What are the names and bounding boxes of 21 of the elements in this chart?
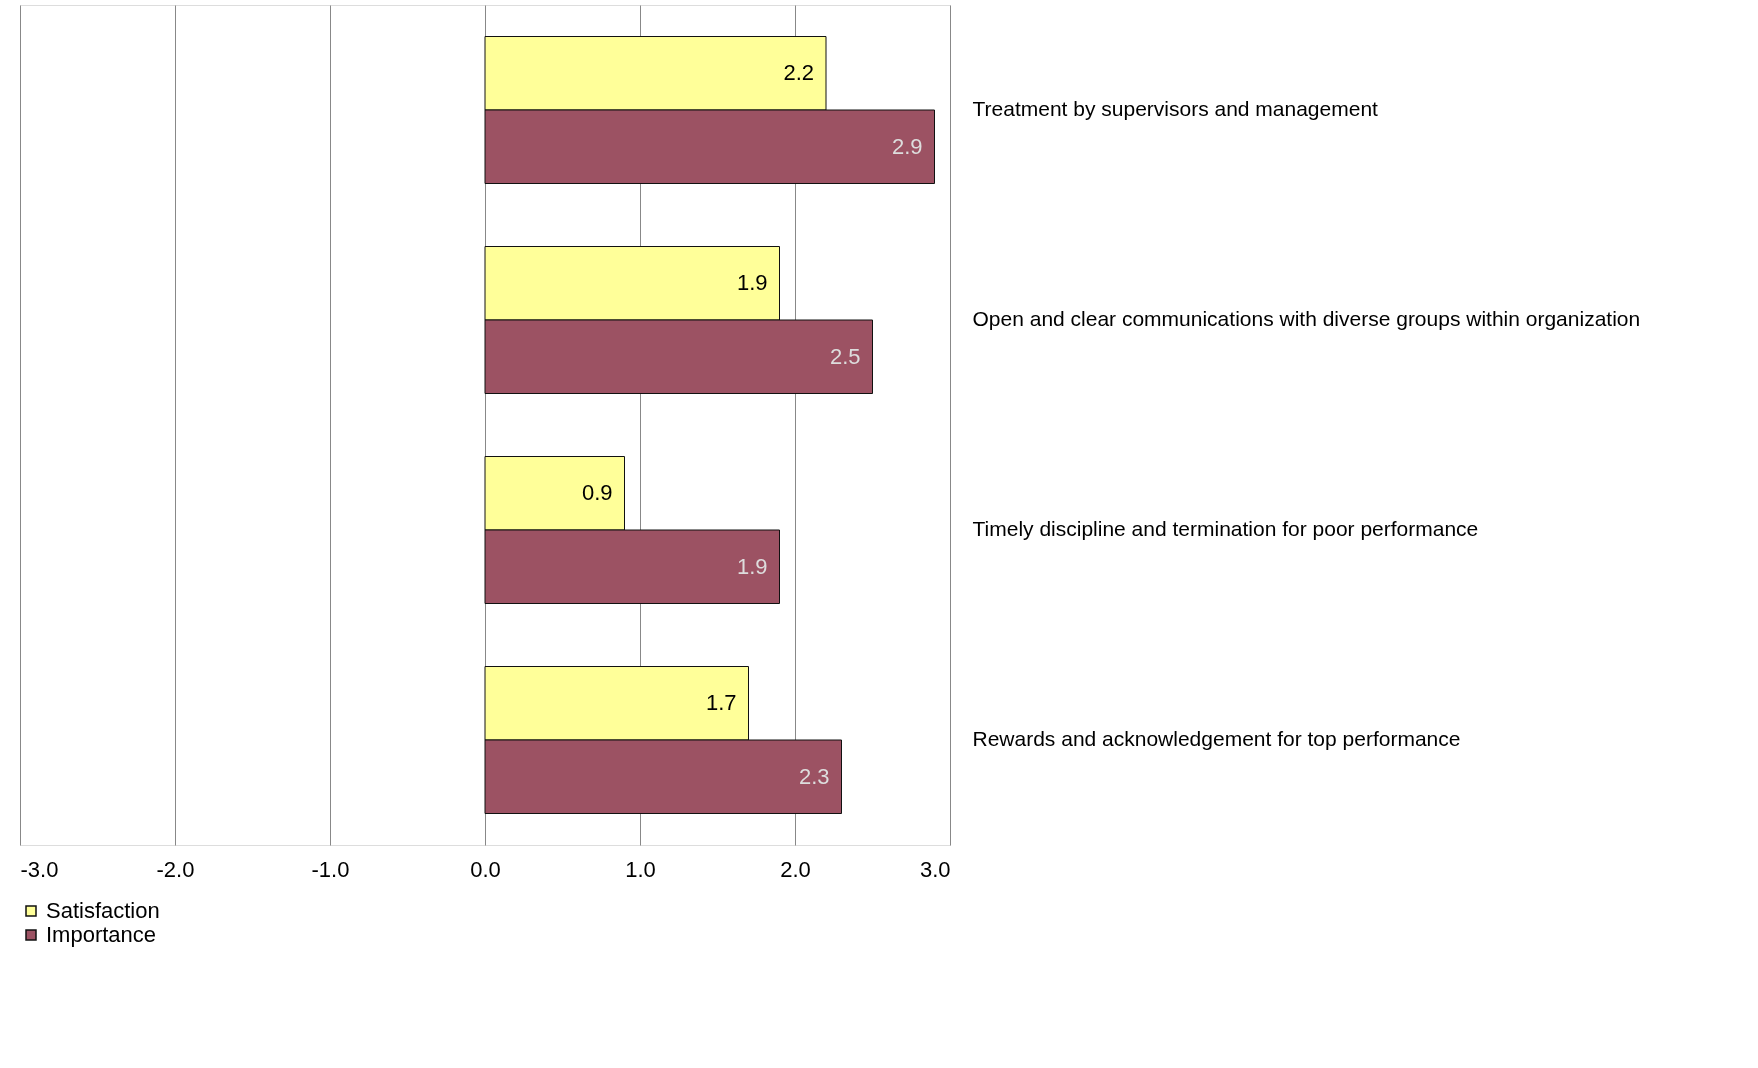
data-label: 2.9 bbox=[891, 133, 923, 159]
x-tick-label: -1.0 bbox=[311, 856, 350, 882]
legend-label: Importance bbox=[46, 922, 157, 947]
x-tick-label: 1.0 bbox=[625, 856, 656, 882]
x-tick-label: 2.0 bbox=[780, 856, 811, 882]
y-tick-label: Treatment by supervisors and management bbox=[972, 97, 1379, 120]
data-label: 1.7 bbox=[705, 690, 737, 716]
x-tick-label: -2.0 bbox=[156, 856, 195, 882]
x-tick-label: 0.0 bbox=[470, 856, 501, 882]
y-tick-label: Timely discipline and termination for poor performance bbox=[972, 517, 1479, 540]
x-tick-label: 3.0 bbox=[919, 856, 951, 882]
data-label: 2.2 bbox=[783, 60, 814, 86]
data-label: 2.5 bbox=[829, 343, 861, 369]
x-tick-label: -3.0 bbox=[20, 856, 59, 882]
y-tick-label: Rewards and acknowledgement for top performance bbox=[972, 727, 1461, 750]
legend-label: Satisfaction bbox=[46, 898, 160, 923]
data-label: 1.9 bbox=[736, 553, 768, 579]
data-label: 0.9 bbox=[581, 480, 613, 506]
data-label: 1.9 bbox=[736, 270, 768, 296]
data-label: 2.3 bbox=[798, 763, 830, 789]
y-tick-label: Open and clear communications with diverse groups within organization bbox=[972, 307, 1641, 330]
